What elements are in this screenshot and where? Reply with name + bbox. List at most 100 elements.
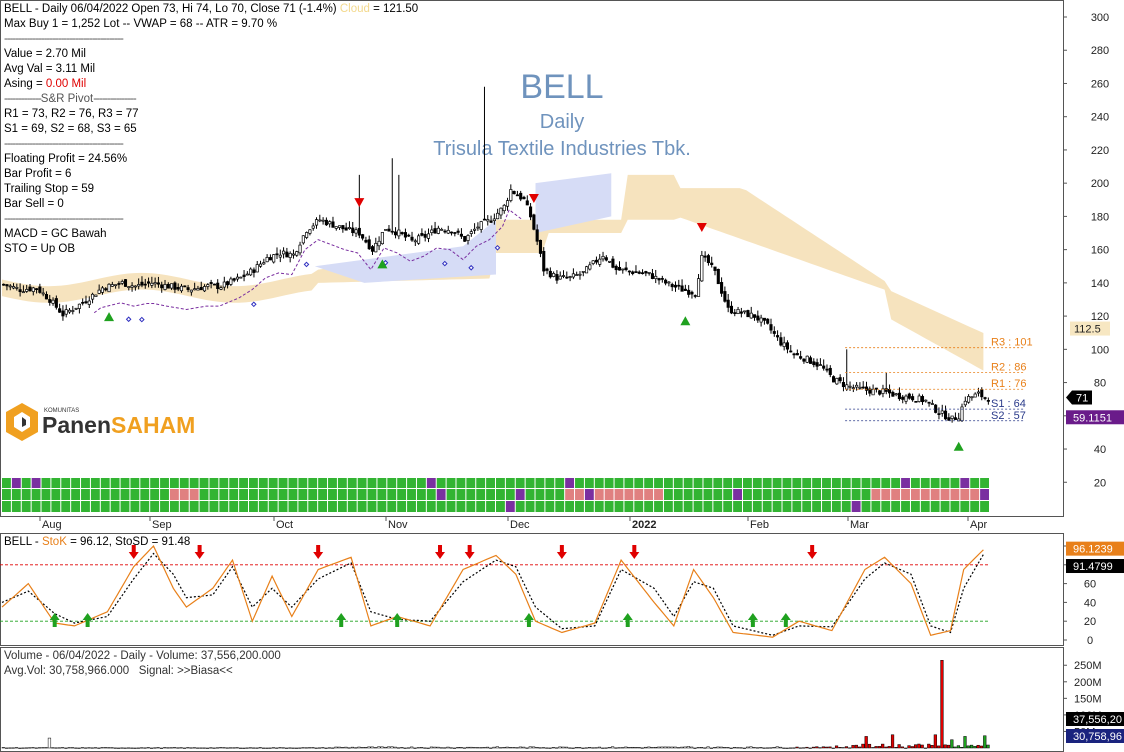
- candle-body: [891, 391, 895, 397]
- candle-body: [199, 286, 203, 291]
- candle-body: [963, 400, 967, 406]
- volume-bar: [367, 746, 371, 749]
- volume-bar: [663, 746, 667, 749]
- candles: [2, 86, 990, 423]
- signal-cell: [683, 478, 693, 488]
- watermark-ticker: BELL: [520, 68, 603, 106]
- volume-bar: [647, 746, 651, 749]
- volume-bar: [393, 746, 397, 749]
- volume-bar: [802, 747, 806, 749]
- candle-body: [91, 293, 95, 300]
- signal-cell: [940, 501, 950, 512]
- candle-body: [746, 310, 750, 318]
- volume-bar: [890, 734, 895, 749]
- price-tick-label: 240: [1091, 112, 1109, 124]
- signal-cell: [436, 501, 446, 512]
- signal-cell: [407, 478, 416, 488]
- signal-cell: [298, 489, 308, 500]
- volume-bar: [578, 747, 582, 749]
- candle-body: [104, 288, 108, 291]
- volume-bar: [291, 747, 295, 749]
- volume-bar: [380, 746, 384, 749]
- signal-cell: [367, 489, 377, 500]
- volume-bar: [950, 739, 954, 749]
- volume-bar: [983, 735, 987, 749]
- candle-body: [841, 382, 845, 388]
- volume-bar: [650, 747, 654, 749]
- candle-body: [328, 221, 332, 225]
- volume-bar: [281, 747, 285, 749]
- candle-body: [568, 276, 572, 278]
- volume-bar: [347, 747, 351, 749]
- volume-bar: [383, 746, 387, 749]
- signal-cell: [189, 501, 199, 512]
- signal-cell: [397, 501, 407, 512]
- signal-cell: [51, 489, 61, 500]
- volume-bar: [933, 734, 937, 749]
- signal-cell: [545, 501, 555, 512]
- candle-body: [357, 227, 361, 236]
- signal-cell: [318, 501, 328, 512]
- signal-cell: [891, 489, 901, 500]
- signal-cell: [841, 489, 851, 500]
- volume-bar: [331, 747, 335, 749]
- signal-cell: [11, 489, 21, 500]
- candle-body: [420, 233, 424, 236]
- signal-cell: [31, 501, 41, 512]
- signal-cell: [960, 478, 970, 488]
- volume-bar: [765, 747, 769, 749]
- candle-body: [377, 240, 381, 247]
- signal-cell: [179, 489, 189, 500]
- candle-body: [736, 309, 740, 314]
- candle-body: [268, 257, 272, 261]
- volume-bar: [413, 747, 417, 749]
- candle-body: [74, 307, 78, 310]
- signal-cell: [337, 501, 347, 512]
- signal-cell: [762, 478, 772, 488]
- volume-bar: [729, 747, 733, 749]
- candle-body: [940, 410, 944, 414]
- price-tick-label: 300: [1091, 12, 1109, 24]
- signal-cell: [950, 478, 960, 488]
- volume-bar: [673, 746, 677, 749]
- candle-body: [621, 268, 625, 271]
- volume-bar: [788, 747, 793, 749]
- candle-body: [11, 286, 16, 289]
- signal-cell: [535, 489, 545, 500]
- candle-body: [433, 228, 437, 234]
- volume-bar: [653, 746, 658, 749]
- price-tick-label: 160: [1091, 245, 1109, 257]
- volume-bar: [574, 747, 578, 749]
- candle-body: [67, 309, 72, 313]
- volume-bar: [686, 746, 690, 749]
- stoch-k-line: [1, 544, 984, 638]
- candle-body: [571, 273, 575, 278]
- volume-bar: [713, 747, 717, 749]
- volume-bar: [848, 747, 852, 749]
- signal-cell: [179, 478, 189, 488]
- signal-cell: [644, 478, 654, 488]
- volume-bar: [350, 746, 355, 749]
- price-tick-label: 20: [1094, 477, 1106, 489]
- candle-body: [907, 393, 911, 399]
- candle-body: [601, 255, 605, 260]
- candle-body: [394, 231, 398, 236]
- volume-bar: [522, 746, 526, 749]
- candle-body: [463, 236, 467, 242]
- candle-body: [285, 251, 289, 258]
- candle-body: [61, 310, 65, 317]
- signal-cell: [377, 489, 387, 500]
- signal-cell: [318, 489, 328, 500]
- volume-bar: [716, 746, 720, 749]
- volume-bar: [406, 747, 411, 749]
- signal-cell: [634, 501, 644, 512]
- volume-bar: [252, 747, 256, 749]
- signal-cell: [51, 478, 61, 488]
- signal-cell: [318, 478, 328, 488]
- candle-body: [759, 317, 763, 323]
- candle-body: [660, 278, 664, 280]
- candle-body: [140, 281, 144, 286]
- volume-bar: [298, 747, 302, 749]
- signal-cell: [871, 489, 881, 500]
- volume-bar: [953, 746, 957, 749]
